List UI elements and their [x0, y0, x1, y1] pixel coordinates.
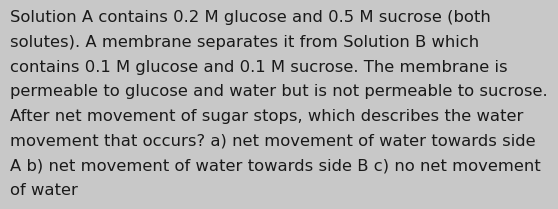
Text: of water: of water — [10, 183, 78, 198]
Text: Solution A contains 0.2 M glucose and 0.5 M sucrose (both: Solution A contains 0.2 M glucose and 0.… — [10, 10, 491, 25]
Text: permeable to glucose and water but is not permeable to sucrose.: permeable to glucose and water but is no… — [10, 84, 547, 99]
Text: A b) net movement of water towards side B c) no net movement: A b) net movement of water towards side … — [10, 158, 541, 173]
Text: After net movement of sugar stops, which describes the water: After net movement of sugar stops, which… — [10, 109, 523, 124]
Text: solutes). A membrane separates it from Solution B which: solutes). A membrane separates it from S… — [10, 35, 479, 50]
Text: movement that occurs? a) net movement of water towards side: movement that occurs? a) net movement of… — [10, 134, 536, 149]
Text: contains 0.1 M glucose and 0.1 M sucrose. The membrane is: contains 0.1 M glucose and 0.1 M sucrose… — [10, 60, 508, 75]
